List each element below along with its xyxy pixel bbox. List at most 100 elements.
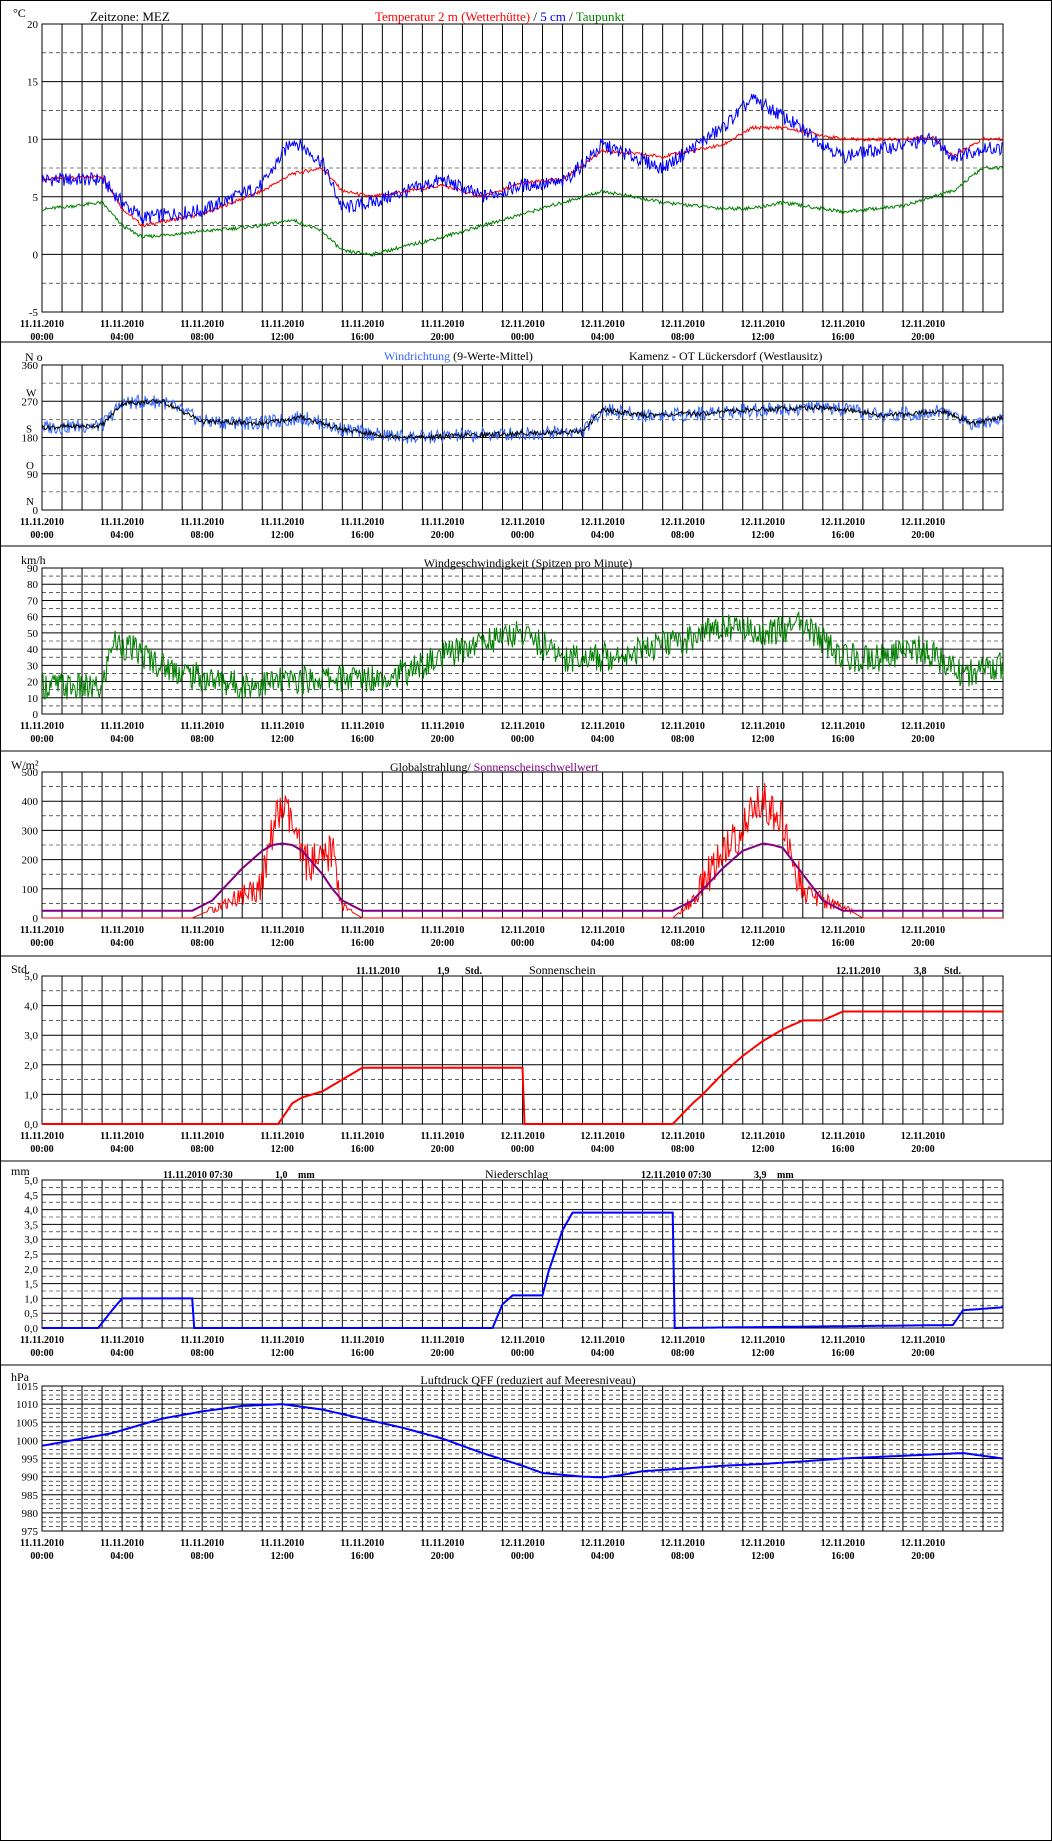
pressure-series-0 <box>41 1403 1004 1479</box>
winddir-ytick-label: 0 <box>33 505 39 517</box>
pressure-ytick-label: 1000 <box>16 1435 39 1447</box>
precip-series-0 <box>42 1211 1004 1329</box>
radiation-xtick-date: 11.11.2010 <box>420 925 464 936</box>
winddir-series-0 <box>41 394 1004 444</box>
precip-xtick-date: 12.11.2010 <box>821 1335 865 1346</box>
pressure-xtick-time: 04:00 <box>110 1551 133 1562</box>
windspeed-ytick-label: 90 <box>27 563 39 575</box>
windspeed-title: Windgeschwindigkeit (Spitzen pro Minute) <box>424 556 632 570</box>
sunshine-xtick-time: 08:00 <box>671 1144 694 1155</box>
winddir-xtick-time: 20:00 <box>431 530 454 541</box>
winddir-xtick-date: 12.11.2010 <box>901 517 945 528</box>
precip-xtick-date: 11.11.2010 <box>340 1335 384 1346</box>
sunshine-series-0 <box>42 1010 1003 1125</box>
radiation-unit-label: W/m² <box>11 758 39 772</box>
windspeed-xtick-date: 12.11.2010 <box>901 721 945 732</box>
windspeed-xtick-date: 11.11.2010 <box>420 721 464 732</box>
precip-ytick-label: 0,0 <box>24 1323 38 1335</box>
radiation-xtick-date: 12.11.2010 <box>901 925 945 936</box>
winddir-xtick-date: 12.11.2010 <box>500 517 544 528</box>
temperature-xtick-date: 12.11.2010 <box>500 319 544 330</box>
windspeed-xtick-date: 11.11.2010 <box>260 721 304 732</box>
pressure-xtick-time: 12:00 <box>271 1551 294 1562</box>
precip-xtick-time: 20:00 <box>911 1348 934 1359</box>
windspeed-ytick-label: 50 <box>27 628 39 640</box>
temperature-xtick-time: 20:00 <box>911 332 934 343</box>
temperature-xtick-date: 11.11.2010 <box>260 319 304 330</box>
radiation-xtick-time: 04:00 <box>591 938 614 949</box>
pressure-xtick-time: 12:00 <box>751 1551 774 1562</box>
sunshine-day1-unit: Std. <box>465 966 482 977</box>
precip-xtick-time: 08:00 <box>190 1348 213 1359</box>
windspeed-xtick-time: 04:00 <box>110 734 133 745</box>
precip-xtick-time: 08:00 <box>671 1348 694 1359</box>
windspeed-unit-label: km/h <box>21 553 46 567</box>
winddir-xtick-time: 12:00 <box>271 530 294 541</box>
winddir-xtick-date: 12.11.2010 <box>741 517 785 528</box>
winddir-xtick-date: 11.11.2010 <box>260 517 304 528</box>
windspeed-xtick-date: 11.11.2010 <box>20 721 64 732</box>
temperature-xtick-date: 11.11.2010 <box>180 319 224 330</box>
precip-xtick-date: 11.11.2010 <box>420 1335 464 1346</box>
sunshine-unit-label: Std. <box>11 962 30 976</box>
winddir-xtick-date: 12.11.2010 <box>660 517 704 528</box>
radiation-xtick-date: 12.11.2010 <box>500 925 544 936</box>
precip-day2-value: 3,9 <box>754 1170 767 1181</box>
radiation-xtick-date: 11.11.2010 <box>180 925 224 936</box>
pressure-ytick-label: 1015 <box>16 1381 39 1393</box>
radiation-xtick-date: 12.11.2010 <box>660 925 704 936</box>
winddir-xtick-date: 11.11.2010 <box>100 517 144 528</box>
winddir-xtick-time: 08:00 <box>190 530 213 541</box>
windspeed-xtick-date: 11.11.2010 <box>340 721 384 732</box>
radiation-xtick-date: 12.11.2010 <box>821 925 865 936</box>
winddir-xtick-date: 12.11.2010 <box>580 517 624 528</box>
sunshine-xtick-time: 20:00 <box>911 1144 934 1155</box>
winddir-compass-label: O <box>26 460 34 472</box>
precip-ytick-label: 4,0 <box>24 1205 38 1217</box>
windspeed-ytick-label: 80 <box>27 579 39 591</box>
radiation-xtick-time: 16:00 <box>831 938 854 949</box>
winddir-xtick-time: 16:00 <box>831 530 854 541</box>
winddir-ytick-label: 90 <box>27 469 39 481</box>
pressure-title: Luftdruck QFF (reduziert auf Meeresnivea… <box>420 1373 635 1387</box>
temperature-xtick-date: 12.11.2010 <box>580 319 624 330</box>
windspeed-xtick-time: 08:00 <box>190 734 213 745</box>
radiation-xtick-time: 04:00 <box>110 938 133 949</box>
precip-title: Niederschlag <box>485 1167 548 1181</box>
windspeed-xtick-time: 20:00 <box>911 734 934 745</box>
precip-unit-label: mm <box>11 1164 30 1178</box>
sunshine-day1-date: 11.11.2010 <box>356 966 400 977</box>
temperature-xtick-time: 20:00 <box>431 332 454 343</box>
winddir-xtick-time: 04:00 <box>591 530 614 541</box>
windspeed-xtick-date: 12.11.2010 <box>741 721 785 732</box>
pressure-ytick-label: 985 <box>22 1490 39 1502</box>
sunshine-xtick-time: 08:00 <box>190 1144 213 1155</box>
precip-ytick-label: 3,5 <box>24 1219 38 1231</box>
radiation-xtick-time: 08:00 <box>671 938 694 949</box>
sunshine-xtick-time: 00:00 <box>511 1144 534 1155</box>
windspeed-xtick-date: 11.11.2010 <box>180 721 224 732</box>
radiation-title: Globalstrahlung/ Sonnenscheinschwellwert <box>390 760 599 774</box>
windspeed-ytick-label: 10 <box>27 693 39 705</box>
windspeed-xtick-date: 12.11.2010 <box>821 721 865 732</box>
precip-day2-date: 12.11.2010 07:30 <box>641 1170 711 1181</box>
windspeed-ytick-label: 40 <box>27 644 39 656</box>
temperature-unit-label: °C <box>13 6 26 20</box>
sunshine-xtick-date: 12.11.2010 <box>821 1131 865 1142</box>
sunshine-xtick-date: 11.11.2010 <box>340 1131 384 1142</box>
precip-day1-unit: mm <box>298 1170 315 1181</box>
precip-day1-value: 1,0 <box>275 1170 288 1181</box>
sunshine-xtick-date: 11.11.2010 <box>20 1131 64 1142</box>
precip-xtick-time: 20:00 <box>431 1348 454 1359</box>
windspeed-xtick-time: 20:00 <box>431 734 454 745</box>
windspeed-xtick-time: 00:00 <box>30 734 53 745</box>
precip-ytick-label: 0,5 <box>24 1308 38 1320</box>
sunshine-xtick-time: 04:00 <box>591 1144 614 1155</box>
radiation-title-part-0: Globalstrahlung/ <box>390 760 471 774</box>
sunshine-day2-value: 3,8 <box>914 966 927 977</box>
pressure-xtick-date: 12.11.2010 <box>500 1538 544 1549</box>
precip-ytick-label: 5,0 <box>24 1175 38 1187</box>
temperature-title-part-2: 5 cm <box>540 9 566 24</box>
temperature-title: Temperatur 2 m (Wetterhütte) / 5 cm / Ta… <box>375 9 625 24</box>
precip-xtick-time: 12:00 <box>751 1348 774 1359</box>
